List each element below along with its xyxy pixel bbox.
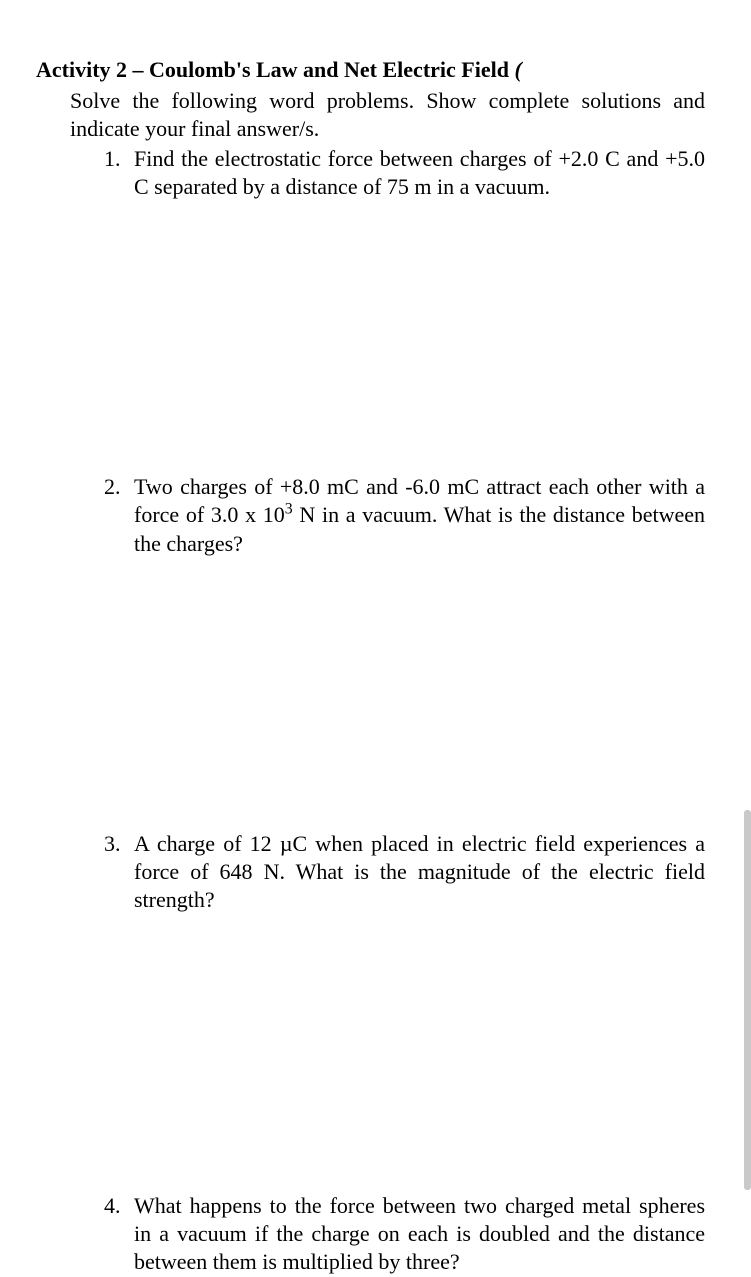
question-number: 1.: [104, 145, 121, 173]
question-text: Two charges of +8.0 mC and -6.0 mC attra…: [134, 474, 705, 555]
scrollbar-thumb[interactable]: [744, 810, 751, 1190]
question-item: 2. Two charges of +8.0 mC and -6.0 mC at…: [104, 473, 705, 557]
exponent: 3: [285, 501, 293, 518]
activity-title: Activity 2 – Coulomb's Law and Net Elect…: [36, 56, 715, 85]
question-number: 2.: [104, 473, 121, 501]
question-item: 4. What happens to the force between two…: [104, 1192, 705, 1276]
question-number: 4.: [104, 1192, 121, 1220]
question-number: 3.: [104, 830, 121, 858]
title-paren: (: [514, 57, 521, 82]
title-text: Activity 2 – Coulomb's Law and Net Elect…: [36, 57, 514, 82]
question-item: 1. Find the electrostatic force between …: [104, 145, 705, 201]
question-item: 3. A charge of 12 µC when placed in elec…: [104, 830, 705, 914]
question-list: 1. Find the electrostatic force between …: [104, 145, 705, 1277]
question-text: Find the electrostatic force between cha…: [134, 146, 705, 199]
instructions-text: Solve the following word problems. Show …: [70, 87, 705, 143]
question-text: What happens to the force between two ch…: [134, 1193, 705, 1274]
document-page: Activity 2 – Coulomb's Law and Net Elect…: [0, 0, 751, 1200]
question-text: A charge of 12 µC when placed in electri…: [134, 831, 705, 912]
